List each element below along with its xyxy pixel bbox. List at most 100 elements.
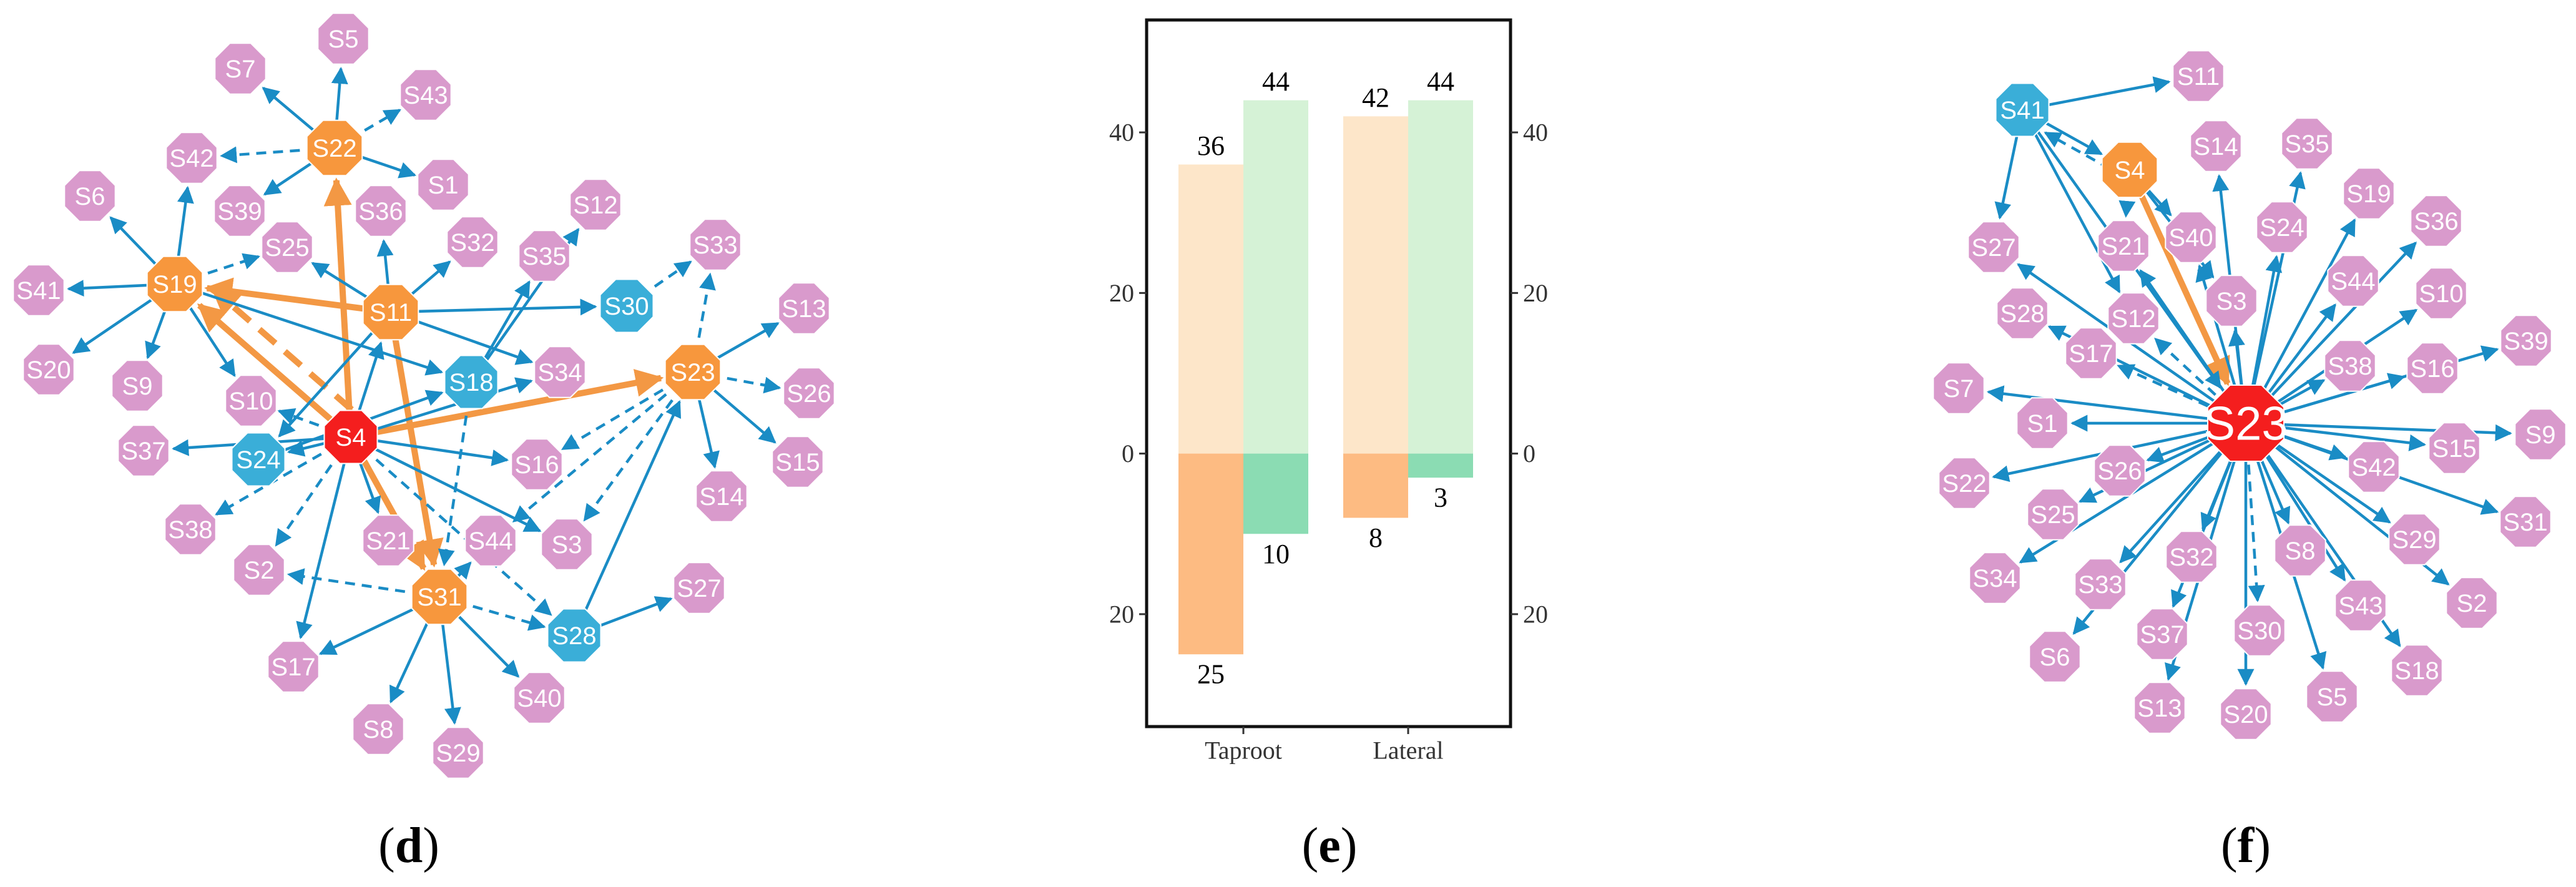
edge-s11-s25: [311, 262, 376, 304]
edge-s11-s34: [407, 316, 534, 365]
node-shape: [411, 568, 468, 625]
edge-s19-s42: [175, 185, 194, 267]
node-s33: S33: [2074, 558, 2127, 610]
node-s4: S4: [323, 409, 378, 464]
node-shape: [2207, 385, 2285, 462]
node-s44: S44: [2327, 255, 2379, 307]
node-s26: S26: [783, 367, 835, 419]
value-label-negative: 3: [1434, 483, 1447, 513]
node-label: S30: [604, 293, 649, 320]
node-label: S38: [2328, 353, 2372, 380]
edge-s22-s42: [220, 146, 317, 164]
node-label: S15: [2432, 435, 2476, 463]
node-label: S27: [677, 575, 721, 602]
value-label-positive: 44: [1262, 66, 1290, 97]
node-shape: [146, 255, 203, 313]
edge-s23-s44: [512, 382, 680, 523]
node-shape: [213, 185, 266, 237]
node-s14: S14: [695, 470, 748, 522]
node-label: S33: [2078, 571, 2122, 599]
node-shape: [2233, 604, 2286, 657]
node-shape: [547, 608, 602, 663]
node-s25: S25: [2027, 488, 2079, 541]
node-shape: [2256, 201, 2308, 253]
node-s16: S16: [511, 438, 563, 491]
node-shape: [2348, 441, 2400, 493]
node-label: S42: [2351, 454, 2396, 481]
node-shape: [417, 159, 469, 211]
node-s23: S23: [2203, 385, 2288, 462]
node-shape: [778, 282, 830, 335]
node-s33: S33: [689, 218, 742, 271]
edge-s23-s15: [2270, 424, 2426, 451]
edge-s23-s36: [2261, 242, 2417, 406]
node-label: S1: [428, 172, 459, 199]
node-s23: S23: [664, 343, 722, 401]
node-s17: S17: [2065, 327, 2117, 380]
edge-s23-s43: [2258, 443, 2346, 582]
node-s9: S9: [111, 360, 164, 412]
edge-s28-s23: [580, 399, 682, 620]
panel-label-e: (e): [1302, 818, 1358, 873]
bar-negative: [1243, 453, 1308, 534]
node-s10: S10: [225, 375, 277, 427]
node-shape: [689, 218, 742, 271]
node-s7: S7: [214, 42, 267, 95]
node-s30: S30: [2233, 604, 2286, 657]
node-shape: [511, 438, 563, 491]
node-shape: [2097, 220, 2150, 272]
node-label: S38: [168, 516, 212, 544]
edge-s4-s22: [323, 177, 353, 420]
node-shape: [518, 230, 571, 282]
node-label: S26: [2097, 458, 2142, 485]
node-label: S44: [468, 527, 512, 555]
right-tick-label: 0: [1523, 439, 1535, 468]
node-shape: [2074, 558, 2127, 610]
edge-s11-s30: [408, 298, 597, 316]
node-shape: [2415, 267, 2467, 320]
node-label: S20: [2223, 701, 2268, 728]
node-shape: [2334, 579, 2387, 632]
edge-s4-s16: [367, 438, 509, 466]
node-label: S26: [786, 380, 831, 408]
node-label: S41: [2000, 97, 2044, 124]
node-shape: [352, 703, 404, 755]
node-s27: S27: [1967, 221, 2020, 273]
edge-s31-s8: [389, 612, 433, 703]
edge-s19-s6: [109, 216, 164, 272]
edge-s31-s29: [440, 614, 461, 725]
node-s1: S1: [2016, 397, 2069, 449]
node-label: S7: [225, 56, 256, 83]
node-label: S18: [449, 369, 493, 396]
node-label: S28: [552, 622, 596, 650]
node-shape: [2446, 577, 2498, 629]
edge-s41-s11: [2039, 76, 2171, 109]
node-shape: [2101, 141, 2158, 198]
node-s28: S28: [1996, 287, 2049, 340]
node-label: S41: [16, 277, 61, 305]
node-label: S24: [2260, 214, 2304, 242]
node-shape: [2190, 120, 2242, 172]
node-s32: S32: [446, 216, 499, 268]
node-label: S22: [1942, 470, 1986, 497]
node-label: S3: [2216, 288, 2247, 315]
node-s9: S9: [2514, 408, 2567, 461]
node-shape: [362, 514, 414, 567]
edge-s4-s3: [365, 443, 542, 532]
node-label: S16: [2410, 355, 2454, 383]
node-s18: S18: [444, 355, 499, 409]
edge-s23-s21: [2139, 269, 2233, 404]
node-shape: [2428, 422, 2481, 474]
node-label: S18: [2394, 657, 2439, 685]
left-tick-label: 40: [1109, 119, 1134, 147]
edge-s31-s2: [286, 568, 422, 596]
category-label: Taproot: [1205, 737, 1282, 765]
node-label: S11: [2177, 63, 2220, 91]
node-label: S43: [403, 82, 448, 109]
edge-s23-s16: [561, 380, 678, 451]
node-shape: [225, 375, 277, 427]
node-shape: [12, 264, 65, 316]
node-shape: [534, 346, 586, 398]
node-shape: [2029, 630, 2081, 683]
node-s18: S18: [2391, 644, 2443, 697]
